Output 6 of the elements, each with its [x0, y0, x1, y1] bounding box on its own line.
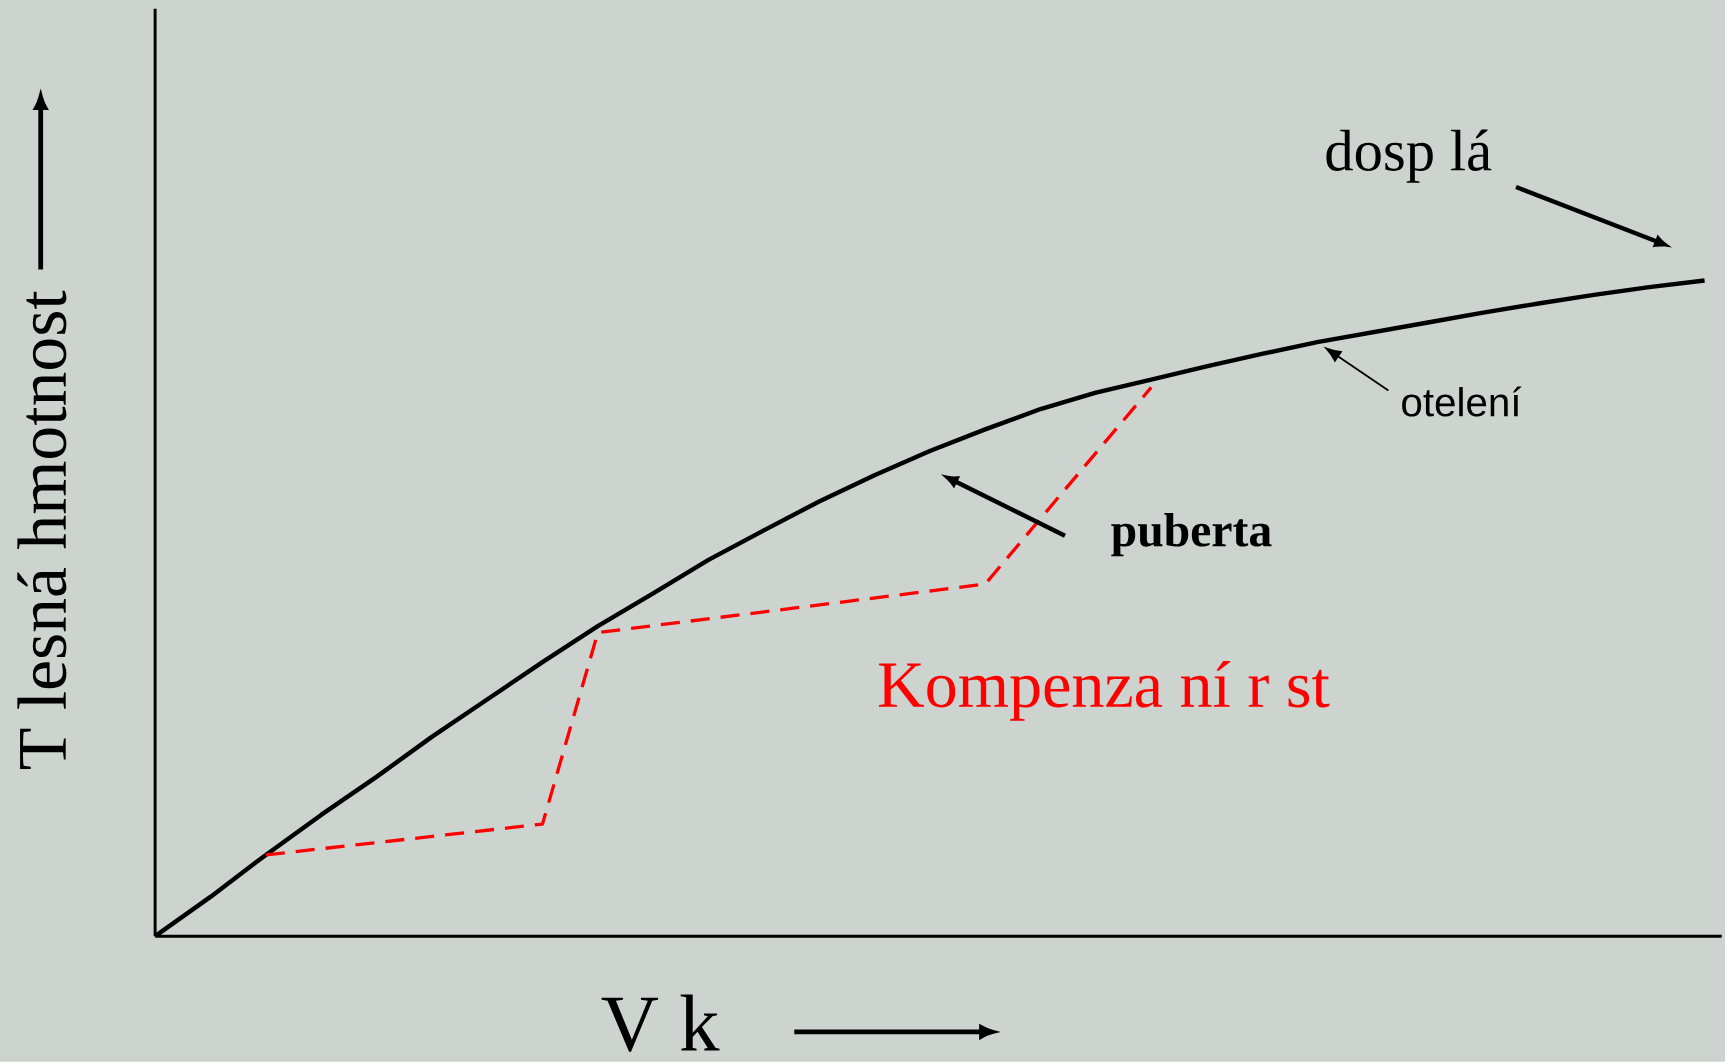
- text: dosp lá: [1326, 129, 1492, 183]
- y-axis-title: T lesná hmotnost: [17, 290, 67, 769]
- annotation: otelení: [1402, 386, 1522, 417]
- annotation: puberta: [1111, 513, 1272, 557]
- annotation: Kompenza ní r st: [878, 660, 1330, 721]
- x-axis-title: V k: [601, 994, 720, 1052]
